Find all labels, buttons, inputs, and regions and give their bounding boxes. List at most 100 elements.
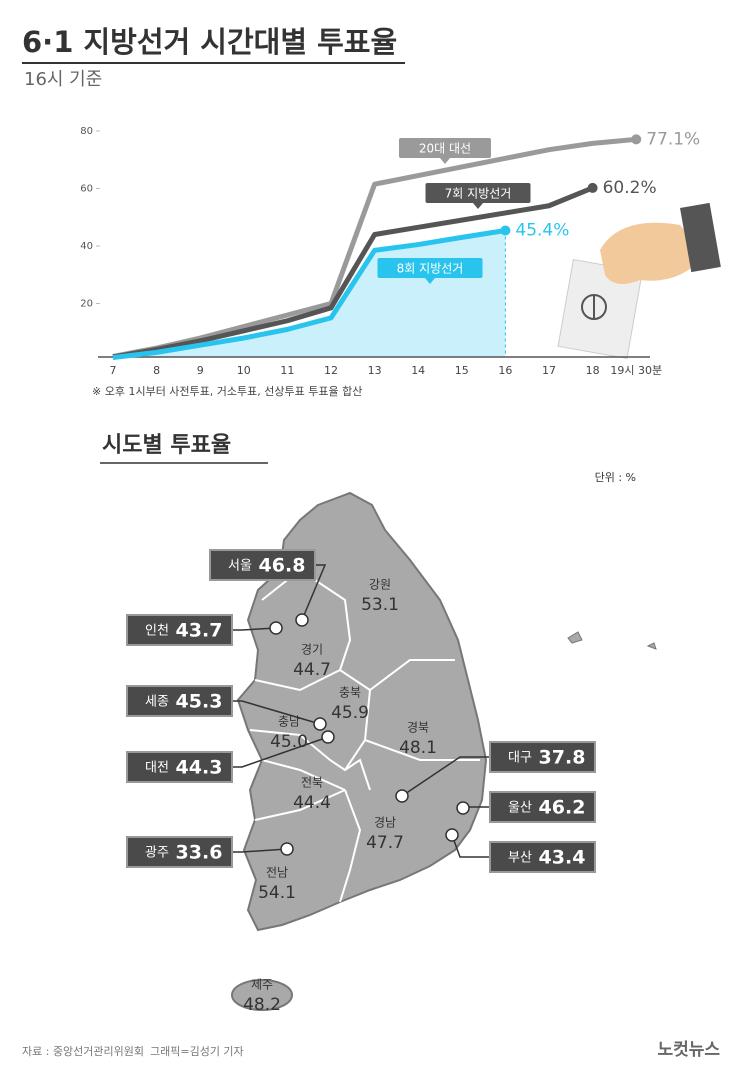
region-box	[209, 549, 316, 581]
region-name: 부산	[508, 851, 532, 866]
leader-line	[232, 627, 277, 631]
legend-entry: 8회 지방선거	[397, 262, 464, 276]
region-name: 전북	[301, 776, 323, 790]
x-tick-label: 8	[153, 364, 160, 377]
region-value: 48.2	[243, 995, 281, 1015]
region-value: 46.2	[539, 797, 586, 819]
value-label: 60.2%	[603, 178, 657, 198]
end-point	[587, 182, 598, 193]
leader-line	[401, 756, 490, 797]
region-box	[126, 836, 233, 868]
region-value: 44.3	[176, 757, 223, 779]
x-tick-label: 14	[411, 364, 425, 377]
leader-line	[232, 700, 321, 725]
region-dot	[321, 730, 335, 744]
region-box	[489, 841, 596, 873]
x-tick-label: 17	[542, 364, 556, 377]
leader-line	[451, 834, 490, 858]
value-label: 45.4%	[515, 220, 569, 240]
region-name: 대전	[145, 761, 169, 776]
region-box	[489, 791, 596, 823]
x-tick-label: 19시 30분	[610, 364, 662, 377]
region-name: 제주	[251, 978, 273, 992]
logo: 노컷뉴스	[657, 1040, 720, 1060]
region-box	[126, 685, 233, 717]
series-tag-pointer	[425, 278, 435, 284]
region-name: 충북	[339, 686, 361, 700]
region-dot	[295, 613, 309, 627]
y-tick-label: 40	[80, 241, 93, 252]
region-name: 경기	[301, 643, 323, 657]
region-value: 45.9	[331, 703, 369, 723]
end-point	[500, 225, 511, 236]
leader-line	[232, 848, 288, 853]
map-title: 시도별 투표율	[102, 433, 231, 458]
footnote: ※ 오후 1시부터 사전투표, 거소투표, 선상투표 투표율 합산	[92, 385, 362, 398]
x-tick-label: 7	[110, 364, 117, 377]
region-dot	[456, 801, 470, 815]
series-tag-box	[377, 258, 483, 278]
x-tick-label: 18	[586, 364, 600, 377]
region-name: 충남	[278, 715, 300, 729]
region-box	[126, 751, 233, 783]
series-tag-pointer	[473, 203, 483, 209]
region-value: 45.3	[176, 691, 223, 713]
region-dot	[313, 717, 327, 731]
x-tick-label: 12	[324, 364, 338, 377]
region-name: 전남	[266, 866, 288, 880]
y-tick-label: 20	[80, 299, 93, 310]
region-box	[489, 741, 596, 773]
region-name: 광주	[145, 846, 169, 861]
region-value: 48.1	[399, 738, 437, 758]
region-name: 강원	[369, 578, 391, 592]
x-tick-label: 15	[455, 364, 469, 377]
value-label: 77.1%	[646, 129, 700, 149]
y-tick-label: 60	[80, 184, 93, 195]
region-value: 37.8	[539, 747, 586, 769]
legend-entry: 20대 대선	[419, 142, 471, 156]
leader-line	[301, 564, 327, 621]
leader-line	[232, 736, 329, 768]
region-name: 인천	[145, 624, 169, 639]
title: 6·1 지방선거 시간대별 투표율	[22, 25, 397, 59]
series-tag-box	[399, 138, 491, 158]
legend-entry: 7회 지방선거	[445, 187, 512, 201]
region-value: 33.6	[176, 842, 223, 864]
subtitle: 16시 기준	[24, 69, 102, 90]
region-name: 세종	[145, 695, 169, 710]
region-value: 53.1	[361, 595, 399, 615]
region-name: 서울	[228, 559, 252, 574]
series-tag-pointer	[440, 158, 450, 164]
region-name: 대구	[508, 751, 532, 766]
region-dot	[445, 828, 459, 842]
credit: 그래픽=김성기 기자	[150, 1045, 244, 1058]
y-tick-label: 80	[80, 126, 93, 137]
region-value: 45.0	[270, 732, 308, 752]
region-dot	[280, 842, 294, 856]
x-tick-label: 16	[498, 364, 512, 377]
x-tick-label: 10	[237, 364, 251, 377]
x-tick-label: 9	[197, 364, 204, 377]
ballot-illustration	[557, 202, 721, 360]
series-line	[112, 228, 506, 361]
region-name: 경남	[374, 816, 396, 830]
region-value: 44.7	[293, 660, 331, 680]
region-dot	[395, 789, 409, 803]
region-name: 경북	[407, 721, 429, 735]
korea-map	[231, 491, 657, 1011]
end-point	[631, 134, 642, 145]
series-line	[112, 185, 594, 360]
region-value: 47.7	[366, 833, 404, 853]
series-tag-box	[425, 183, 531, 203]
region-value: 54.1	[258, 883, 296, 903]
x-tick-label: 13	[368, 364, 382, 377]
region-name: 울산	[508, 801, 532, 816]
x-tick-label: 11	[280, 364, 294, 377]
region-value: 44.4	[293, 793, 331, 813]
region-value: 43.4	[539, 847, 586, 869]
region-box	[126, 614, 233, 646]
region-value: 43.7	[176, 620, 223, 642]
source: 자료 : 중앙선거관리위원회	[22, 1045, 144, 1058]
